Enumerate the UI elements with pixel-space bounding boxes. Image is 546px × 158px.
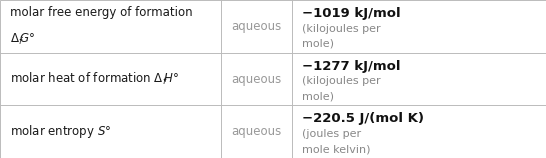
Text: molar free energy of formation: molar free energy of formation: [10, 6, 192, 19]
Text: (kilojoules per: (kilojoules per: [302, 24, 381, 34]
Text: −1019 kJ/mol: −1019 kJ/mol: [302, 7, 401, 20]
Text: (joules per: (joules per: [302, 129, 361, 139]
Text: molar heat of formation $\Delta_f\!H°$: molar heat of formation $\Delta_f\!H°$: [10, 71, 179, 87]
Text: (kilojoules per: (kilojoules per: [302, 76, 381, 86]
Text: −1277 kJ/mol: −1277 kJ/mol: [302, 60, 400, 73]
Text: aqueous: aqueous: [232, 125, 282, 138]
Text: −220.5 J/(mol K): −220.5 J/(mol K): [302, 112, 424, 125]
Text: molar entropy $S°$: molar entropy $S°$: [10, 123, 111, 140]
Text: aqueous: aqueous: [232, 73, 282, 85]
Text: mole kelvin): mole kelvin): [302, 144, 370, 154]
Text: aqueous: aqueous: [232, 20, 282, 33]
Text: mole): mole): [302, 91, 334, 101]
Text: mole): mole): [302, 39, 334, 49]
Text: $\Delta_f\!G°$: $\Delta_f\!G°$: [10, 32, 35, 47]
